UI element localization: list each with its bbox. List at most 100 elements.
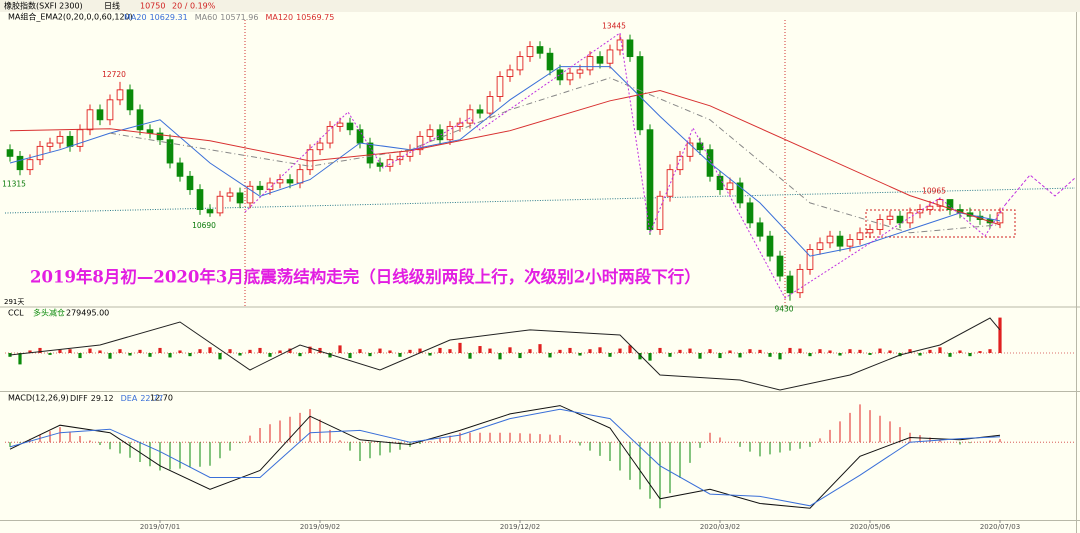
- legend-value: 29.12: [91, 394, 114, 403]
- volume-bar: [678, 349, 682, 353]
- volume-bar: [468, 353, 472, 359]
- candle-body: [946, 199, 954, 211]
- volume-bar: [628, 345, 632, 353]
- volume-bar: [88, 348, 92, 353]
- volume-bar: [818, 349, 822, 353]
- volume-bar: [708, 349, 712, 353]
- candle-body: [216, 195, 224, 214]
- volume-bar: [418, 348, 422, 353]
- volume-bar: [438, 347, 442, 353]
- volume-bar: [158, 347, 162, 353]
- volume-bar: [758, 349, 762, 353]
- extreme-label: 13445: [602, 22, 626, 31]
- volume-bar: [208, 347, 212, 353]
- volume-bar: [178, 350, 182, 353]
- volume-bar: [938, 347, 942, 353]
- legend-entry: MA120 10569.75: [265, 13, 334, 22]
- candle-body: [566, 72, 574, 81]
- volume-bar: [298, 353, 302, 357]
- candle-body: [366, 142, 374, 164]
- candle-body: [596, 56, 604, 64]
- volume-bar: [28, 350, 32, 353]
- volume-bar: [868, 353, 872, 355]
- legend-entry: MA20 10629.31: [124, 13, 188, 22]
- candle-body: [196, 189, 204, 211]
- volume-bar: [518, 353, 522, 359]
- volume-bar: [928, 349, 932, 353]
- candle-body: [266, 182, 274, 191]
- candle-body: [46, 142, 54, 147]
- volume-bar: [128, 353, 132, 356]
- candle-body: [556, 69, 564, 81]
- x-tick-label: 2020/05/06: [850, 523, 891, 531]
- candle-body: [296, 169, 304, 184]
- candle-body: [146, 129, 154, 134]
- volume-bar: [528, 349, 532, 353]
- volume-bar: [968, 353, 972, 357]
- volume-bar: [958, 350, 962, 353]
- candle-body: [686, 142, 694, 157]
- extreme-label: 10965: [922, 187, 946, 196]
- candle-body: [756, 222, 764, 237]
- candle-body: [586, 56, 594, 71]
- candle-body: [526, 46, 534, 58]
- volume-bar: [588, 349, 592, 353]
- candle-body: [646, 129, 654, 230]
- indicator-line: [9, 66, 1001, 257]
- volume-bar: [248, 349, 252, 353]
- volume-bar: [318, 347, 322, 353]
- indicator-line: [9, 408, 1001, 507]
- volume-bar: [498, 353, 502, 360]
- candle-body: [856, 232, 864, 240]
- volume-bar: [188, 353, 192, 357]
- candle-body: [256, 185, 264, 191]
- volume-bar: [698, 353, 702, 359]
- volume-bar: [478, 346, 482, 353]
- candle-body: [36, 145, 44, 161]
- volume-bar: [668, 353, 672, 357]
- header-bar: [0, 0, 1080, 12]
- ccl-last-value: 279495.00: [66, 309, 109, 318]
- candle-body: [776, 255, 784, 277]
- indicator-line: [109, 77, 1001, 234]
- volume-bar: [618, 348, 622, 353]
- volume-bar: [558, 349, 562, 353]
- candle-body: [346, 122, 354, 131]
- volume-bar: [878, 348, 882, 353]
- volume-bar: [308, 346, 312, 353]
- candle-body: [226, 192, 234, 197]
- candle-body: [496, 76, 504, 97]
- candle-body: [336, 122, 344, 127]
- volume-bar: [548, 353, 552, 358]
- volume-bar: [288, 348, 292, 353]
- candle-body: [356, 129, 364, 144]
- candle-body: [786, 275, 794, 294]
- candle-body: [806, 249, 814, 270]
- candle-body: [606, 49, 614, 64]
- volume-bar: [378, 348, 382, 353]
- candle-body: [726, 182, 734, 191]
- candle-body: [996, 212, 1004, 224]
- candle-body: [206, 209, 214, 214]
- volume-bar: [918, 353, 922, 356]
- candle-body: [26, 159, 34, 171]
- price-change: 20 / 0.19%: [172, 2, 216, 11]
- candle-body: [306, 149, 314, 171]
- legend-name: MA60: [195, 13, 218, 22]
- wave-projection: [1004, 174, 1076, 206]
- volume-bar: [448, 349, 452, 353]
- annotation: 2019年8月初—2020年3月底震荡结构走完（日线级别两段上行，次级别2小时两…: [30, 267, 701, 287]
- legend-name: MA20: [124, 13, 147, 22]
- volume-bar: [78, 353, 82, 359]
- indicator-line: [9, 89, 1001, 226]
- candle-body: [246, 185, 254, 204]
- candle-body: [66, 135, 74, 147]
- candle-body: [96, 109, 104, 121]
- candle-body: [326, 125, 334, 144]
- candle-body: [506, 69, 514, 77]
- volume-bar: [218, 353, 222, 360]
- candle-body: [6, 149, 14, 157]
- volume-bar: [428, 353, 432, 356]
- x-tick-label: 2019/07/01: [140, 523, 180, 531]
- volume-bar: [828, 350, 832, 353]
